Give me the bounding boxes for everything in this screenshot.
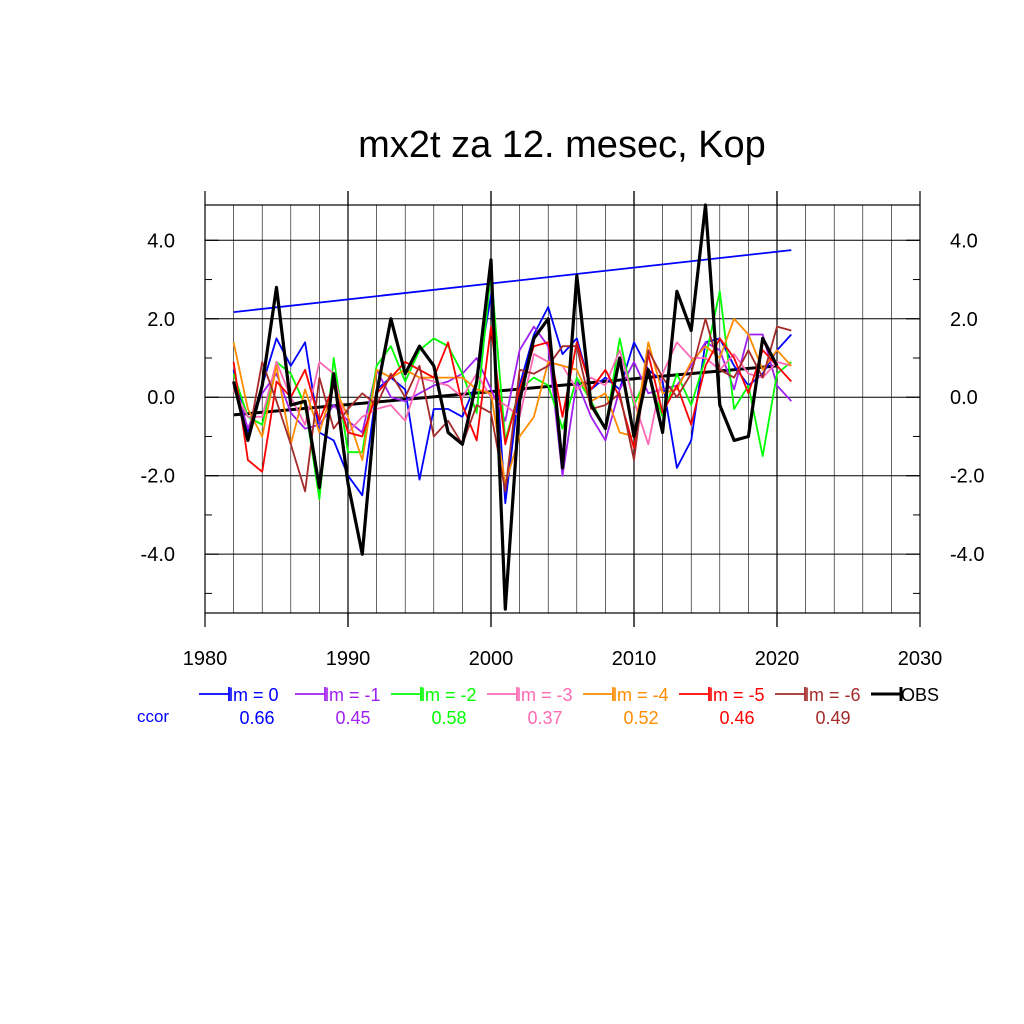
y-tick-label-right: 2.0 [950,309,978,331]
y-tick-label-left: 4.0 [147,230,175,252]
legend-label: lm = -2 [421,685,477,705]
series-line [232,203,779,611]
legend-label: lm = -5 [709,685,765,705]
x-tick-label: 2030 [898,648,943,670]
y-tick-label-right: -4.0 [950,544,984,566]
legend-ccor-value: 0.58 [431,708,466,728]
legend-ccor-value: 0.52 [623,708,658,728]
y-tick-label-right: 4.0 [950,230,978,252]
legend-ccor-value: 0.46 [719,708,754,728]
legend-label: OBS [901,685,939,705]
y-tick-label-right: 0.0 [950,387,978,409]
x-tick-label: 1990 [326,648,371,670]
y-tick-label-left: -4.0 [141,544,175,566]
series-line [232,317,792,485]
y-tick-label-left: 2.0 [147,309,175,331]
legend-ccor-value: 0.37 [527,708,562,728]
legend-label: lm = 0 [229,685,279,705]
y-tick-label-left: -2.0 [141,466,175,488]
y-tick-label-right: -2.0 [950,466,984,488]
plot-frame [204,204,921,614]
trend-line [233,249,792,313]
y-tick-label-left: 0.0 [147,387,175,409]
legend-label: lm = -4 [613,685,669,705]
x-tick-label: 2010 [612,648,657,670]
series-line [232,341,792,446]
x-tick-label: 2000 [469,648,514,670]
series-lines [232,203,792,611]
legend-ccor-value: 0.66 [239,708,274,728]
legend-ccor-value: 0.45 [335,708,370,728]
legend-label: lm = -3 [517,685,573,705]
axes: -4.0 -4.0 -2.0 -2.0 0.0 0.0 2.0 2.0 4.0 4.0 1980 19… [141,191,984,670]
legend: lm = 0 0.66 lm = -1 0.45 lm = -2 0.58 lm = -3 0… [137,685,939,728]
legend-label: lm = -1 [325,685,381,705]
ccor-label: ccor [137,707,169,726]
x-tick-label: 2020 [755,648,800,670]
series-line [232,317,792,493]
chart-title: mx2t za 12. mesec, Kop [358,124,766,166]
legend-ccor-value: 0.49 [815,708,850,728]
legend-label: lm = -6 [805,685,861,705]
x-tick-label: 1980 [183,648,228,670]
